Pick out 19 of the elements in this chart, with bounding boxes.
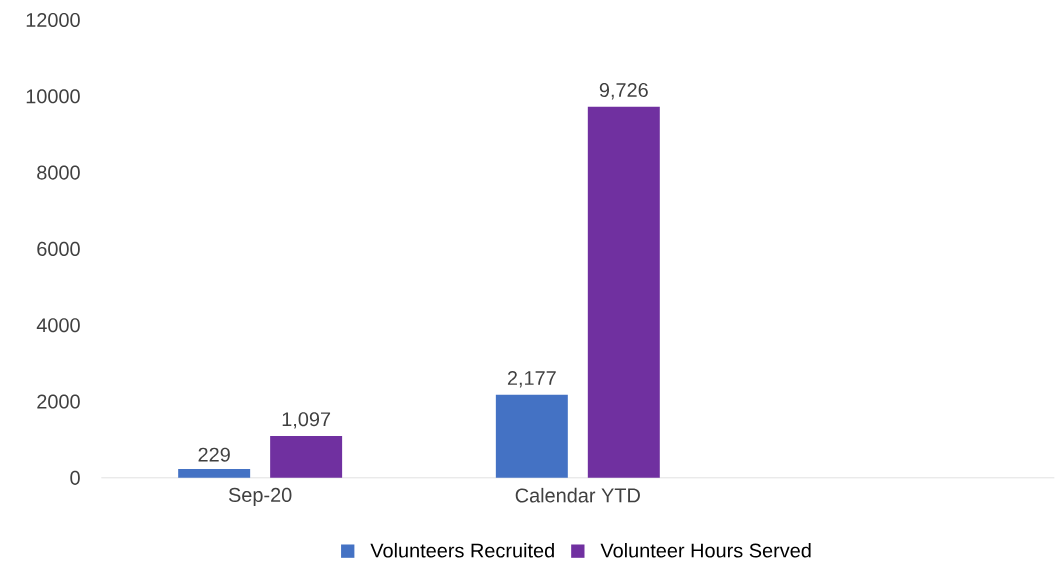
data-label: 229 [198,447,230,462]
y-tick-label: 2000 [37,394,80,409]
y-tick-label: 8000 [37,165,80,180]
x-tick-label: Calendar YTD [515,487,640,503]
data-label: 1,097 [282,412,331,429]
y-tick-label: 0 [70,470,80,485]
bar [270,435,343,478]
bar [587,106,660,478]
bar [495,394,568,478]
bar [178,469,251,478]
data-label: 2,177 [507,370,556,388]
legend-label: Volunteers Recruited [370,542,554,558]
y-tick-label: 4000 [36,318,80,333]
y-tick-label: 12000 [26,12,80,27]
y-tick-label: 10000 [26,89,80,104]
legend-label: Volunteer Hours Served [600,542,811,558]
data-label: 9,726 [599,82,648,100]
x-tick-label: Sep-20 [228,487,292,506]
y-tick-label: 6000 [37,241,80,256]
